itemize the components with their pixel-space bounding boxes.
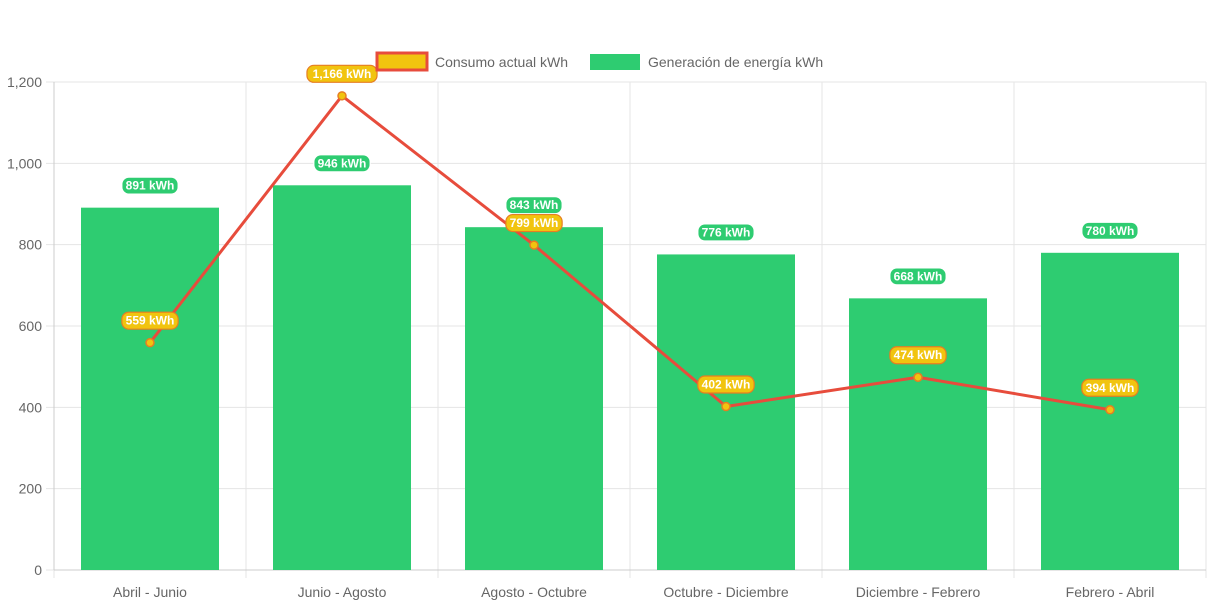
data-label-bg bbox=[121, 176, 179, 195]
data-label: 668 kWh bbox=[889, 267, 947, 286]
data-label-text: 474 kWh bbox=[894, 348, 943, 362]
data-label-text: 559 kWh bbox=[126, 314, 175, 328]
legend-item-generacion[interactable]: Generación de energía kWh bbox=[590, 54, 823, 70]
y-tick-label: 400 bbox=[19, 399, 43, 415]
data-label-bg bbox=[121, 311, 179, 330]
data-label-bg bbox=[306, 64, 378, 83]
data-label-bg bbox=[889, 267, 947, 286]
data-label-text: 1,166 kWh bbox=[313, 67, 372, 81]
data-label-text: 946 kWh bbox=[318, 156, 367, 170]
bar[interactable] bbox=[465, 227, 603, 570]
data-label-bg bbox=[505, 196, 563, 215]
data-label-bg bbox=[1081, 221, 1139, 240]
data-label-bg bbox=[889, 346, 947, 365]
data-label-bg bbox=[1081, 378, 1139, 397]
line-point[interactable] bbox=[913, 372, 923, 382]
line-series bbox=[145, 91, 1115, 415]
data-label: 402 kWh bbox=[697, 375, 755, 394]
data-label: 1,166 kWh bbox=[306, 64, 378, 83]
bar[interactable] bbox=[657, 254, 795, 570]
x-tick-label: Junio - Agosto bbox=[298, 584, 387, 600]
data-label: 559 kWh bbox=[121, 311, 179, 330]
y-tick-label: 600 bbox=[19, 318, 43, 334]
legend[interactable]: Consumo actual kWh Generación de energía … bbox=[375, 51, 823, 72]
legend-label-consumo: Consumo actual kWh bbox=[435, 54, 568, 70]
y-tick-label: 200 bbox=[19, 481, 43, 497]
data-label: 843 kWh bbox=[505, 196, 563, 215]
bar-series bbox=[81, 185, 1179, 571]
data-label: 474 kWh bbox=[889, 346, 947, 365]
x-tick-label: Abril - Junio bbox=[113, 584, 187, 600]
legend-swatch-consumo bbox=[375, 51, 429, 72]
data-label-bg bbox=[697, 375, 755, 394]
line-point[interactable] bbox=[337, 91, 347, 101]
data-label-text: 394 kWh bbox=[1086, 381, 1135, 395]
x-tick-label: Febrero - Abril bbox=[1066, 584, 1155, 600]
line-point[interactable] bbox=[1105, 405, 1115, 415]
series-line bbox=[148, 94, 1111, 412]
x-tick-label: Agosto - Octubre bbox=[481, 584, 587, 600]
data-label-bg bbox=[313, 154, 371, 173]
legend-item-consumo[interactable]: Consumo actual kWh bbox=[375, 51, 568, 72]
data-label-text: 402 kWh bbox=[702, 378, 751, 392]
data-label-text: 799 kWh bbox=[510, 216, 559, 230]
grid bbox=[46, 81, 1207, 578]
data-label-text: 843 kWh bbox=[510, 198, 559, 212]
data-label-text: 891 kWh bbox=[126, 179, 175, 193]
legend-swatch-generacion bbox=[590, 54, 640, 70]
y-tick-label: 1,200 bbox=[7, 74, 42, 90]
data-label: 891 kWh bbox=[121, 176, 179, 195]
data-labels: 891 kWh 946 kWh 843 kWh 776 kWh 668 kWh 780 k… bbox=[121, 64, 1139, 397]
bar[interactable] bbox=[273, 185, 411, 570]
data-label: 394 kWh bbox=[1081, 378, 1139, 397]
line-point[interactable] bbox=[145, 337, 155, 348]
bar[interactable] bbox=[81, 207, 219, 570]
y-tick-label: 800 bbox=[19, 237, 43, 253]
data-label-text: 668 kWh bbox=[894, 269, 943, 283]
data-label: 780 kWh bbox=[1081, 221, 1139, 240]
data-label-bg bbox=[697, 223, 755, 242]
x-tick-label: Octubre - Diciembre bbox=[663, 584, 788, 600]
y-tick-label: 1,000 bbox=[7, 155, 42, 171]
legend-label-generacion: Generación de energía kWh bbox=[648, 54, 823, 70]
data-label: 776 kWh bbox=[697, 223, 755, 242]
data-label: 946 kWh bbox=[313, 154, 371, 173]
axes: 0 200 400 600 800 1,000 1,200 Abril - Junio Juni… bbox=[7, 74, 1206, 600]
line-point[interactable] bbox=[721, 401, 731, 412]
data-label-bg bbox=[505, 213, 563, 233]
line-point[interactable] bbox=[529, 240, 539, 250]
data-label-text: 776 kWh bbox=[702, 225, 751, 239]
bar[interactable] bbox=[849, 298, 987, 570]
y-tick-label: 0 bbox=[34, 562, 42, 578]
x-tick-label: Diciembre - Febrero bbox=[856, 584, 981, 600]
data-label: 799 kWh bbox=[505, 213, 563, 233]
data-label-text: 780 kWh bbox=[1086, 224, 1135, 238]
